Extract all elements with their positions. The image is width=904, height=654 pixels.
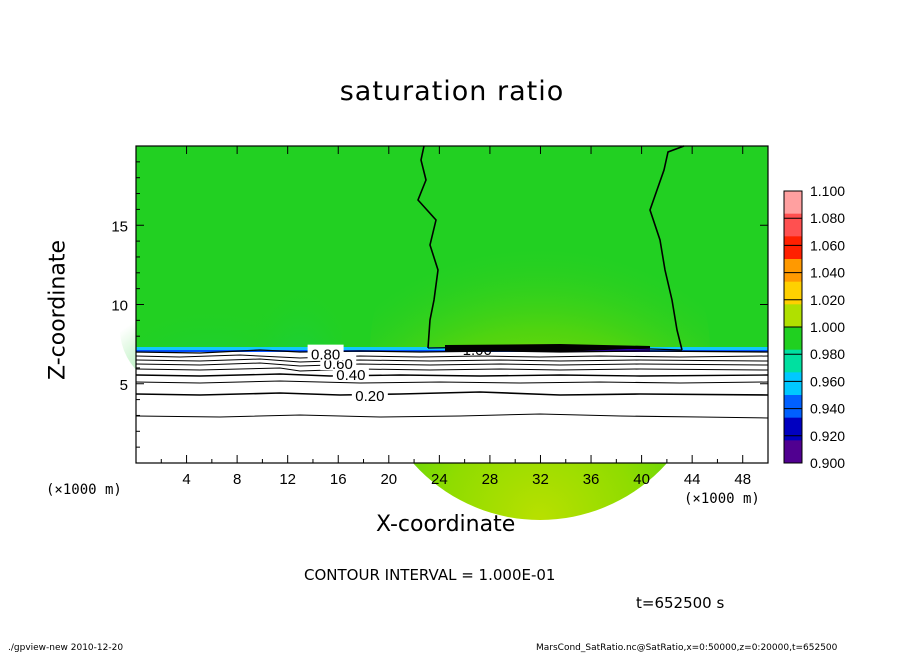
y-tick-label: 15 <box>111 218 128 235</box>
colorbar-segment <box>784 259 802 283</box>
x-unit-right: (×1000 m) <box>684 491 760 507</box>
x-tick-label: 4 <box>182 471 190 488</box>
x-tick-label: 20 <box>380 471 397 488</box>
colorbar-label: 0.900 <box>810 455 845 471</box>
colorbar-label: 1.100 <box>810 183 845 199</box>
contour-interval: CONTOUR INTERVAL = 1.000E-01 <box>304 566 556 584</box>
x-tick-label: 48 <box>734 471 751 488</box>
colorbar-label: 1.000 <box>810 319 845 335</box>
contour-label-bg <box>307 344 344 361</box>
x-tick-label: 24 <box>431 471 448 488</box>
colorbar-label: 1.080 <box>810 210 845 226</box>
x-unit-left: (×1000 m) <box>46 482 122 498</box>
x-tick-label: 44 <box>684 471 701 488</box>
contour-label: 0.40 <box>336 367 365 384</box>
x-tick-label: 12 <box>279 471 296 488</box>
colorbar-segment <box>784 349 802 373</box>
y-ticks: 5 10 15 <box>111 161 768 448</box>
y-tick-label: 5 <box>120 377 128 394</box>
y-tick-label: 10 <box>111 298 128 315</box>
colorbar: 1.100 1.080 1.060 1.040 1.020 1.000 0.980 0.960… <box>783 183 845 471</box>
colorbar-segment <box>784 213 802 237</box>
contour-label: 1.00 <box>463 342 492 359</box>
x-ticks: 4 8 12 16 20 24 28 32 36 40 44 48 <box>160 146 751 488</box>
colorbar-label: 0.920 <box>810 428 845 444</box>
colorbar-segment <box>784 236 802 260</box>
x-tick-label: 40 <box>633 471 650 488</box>
contour-lines <box>135 145 769 419</box>
colorbar-label: 1.060 <box>810 237 845 253</box>
x-tick-label: 28 <box>482 471 499 488</box>
x-tick-label: 16 <box>330 471 347 488</box>
colorbar-segment <box>784 440 802 464</box>
footer-left: ./gpview-new 2010-12-20 <box>8 643 124 653</box>
chart-title: saturation ratio <box>339 76 565 107</box>
colorbar-segment <box>784 372 802 396</box>
colorbar-label: 0.960 <box>810 373 845 389</box>
colorbar-label: 0.940 <box>810 401 845 417</box>
colorbar-segment <box>784 395 802 419</box>
colorbar-segment <box>784 417 802 441</box>
x-tick-label: 32 <box>532 471 549 488</box>
contour-label: 0.80 <box>311 347 340 364</box>
contour-label-bg <box>351 385 388 402</box>
contour-label: 0.20 <box>355 388 384 405</box>
time-label: t=652500 s <box>636 594 725 612</box>
colorbar-segment <box>784 304 802 328</box>
colorbar-segment <box>784 281 802 305</box>
x-tick-label: 8 <box>233 471 241 488</box>
colorbar-label: 1.040 <box>810 265 845 281</box>
x-tick-label: 36 <box>583 471 600 488</box>
colorbar-segment <box>784 191 802 215</box>
colorbar-label: 0.980 <box>810 346 845 362</box>
colorbar-label: 1.020 <box>810 292 845 308</box>
colorbar-segment <box>784 327 802 351</box>
saturation-field <box>120 146 768 520</box>
footer-right: MarsCond_SatRatio.nc@SatRatio,x=0:50000,… <box>536 643 838 653</box>
contour-labels: 0.200.400.600.80 1.00 <box>307 342 492 405</box>
x-axis-label: X-coordinate <box>376 512 516 537</box>
